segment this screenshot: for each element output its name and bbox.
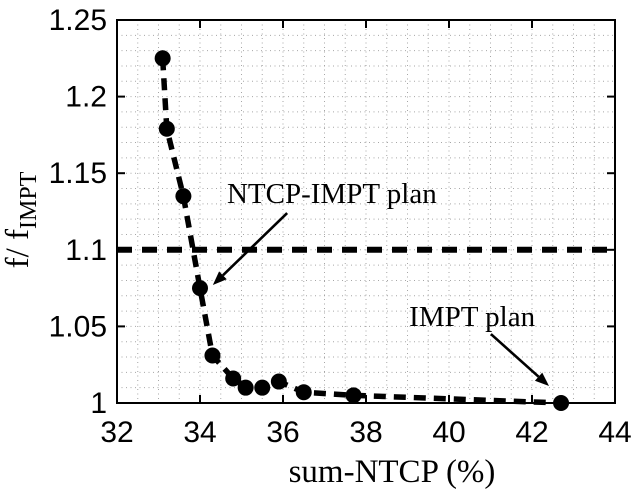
data-point-marker (192, 280, 208, 297)
data-point-marker (237, 379, 254, 396)
data-point-marker (295, 384, 312, 401)
y-tick-label: 1.05 (49, 310, 107, 343)
annotation-arrow-line-ntcp-impt-plan (222, 212, 289, 277)
y-tick-label: 1 (90, 387, 107, 420)
x-tick-label: 38 (349, 416, 382, 449)
data-point-marker (204, 347, 221, 364)
y-tick-label: 1.15 (49, 157, 107, 190)
y-tick-label: 1.1 (65, 234, 107, 267)
annotation-arrow-line-impt-plan (490, 333, 540, 378)
x-tick-label: 32 (100, 416, 133, 449)
annotation-text-impt-plan: IMPT plan (409, 301, 535, 333)
data-point-marker (158, 120, 175, 137)
annotation-arrowhead-impt-plan (534, 372, 550, 386)
x-tick-label: 34 (183, 416, 216, 449)
x-tick-label: 40 (432, 416, 465, 449)
y-axis-label: f/ fIMPT (0, 171, 42, 268)
data-point-marker (553, 395, 570, 411)
data-point-marker (154, 50, 171, 67)
x-tick-label: 44 (598, 416, 631, 449)
axis-ticks (116, 19, 616, 404)
y-tick-label: 1.2 (65, 81, 107, 114)
data-point-marker (175, 188, 192, 205)
annotation-arrowhead-ntcp-impt-plan (212, 271, 227, 286)
data-point-marker (345, 387, 362, 404)
data-point-marker (254, 379, 271, 396)
data-point-marker (270, 373, 287, 390)
data-point-marker (225, 370, 242, 387)
y-tick-label: 1.25 (49, 4, 107, 37)
x-tick-label: 42 (515, 416, 548, 449)
x-axis-label: sum-NTCP (%) (289, 454, 496, 490)
x-tick-label: 36 (266, 416, 299, 449)
annotation-text-ntcp-impt-plan: NTCP-IMPT plan (227, 178, 437, 210)
